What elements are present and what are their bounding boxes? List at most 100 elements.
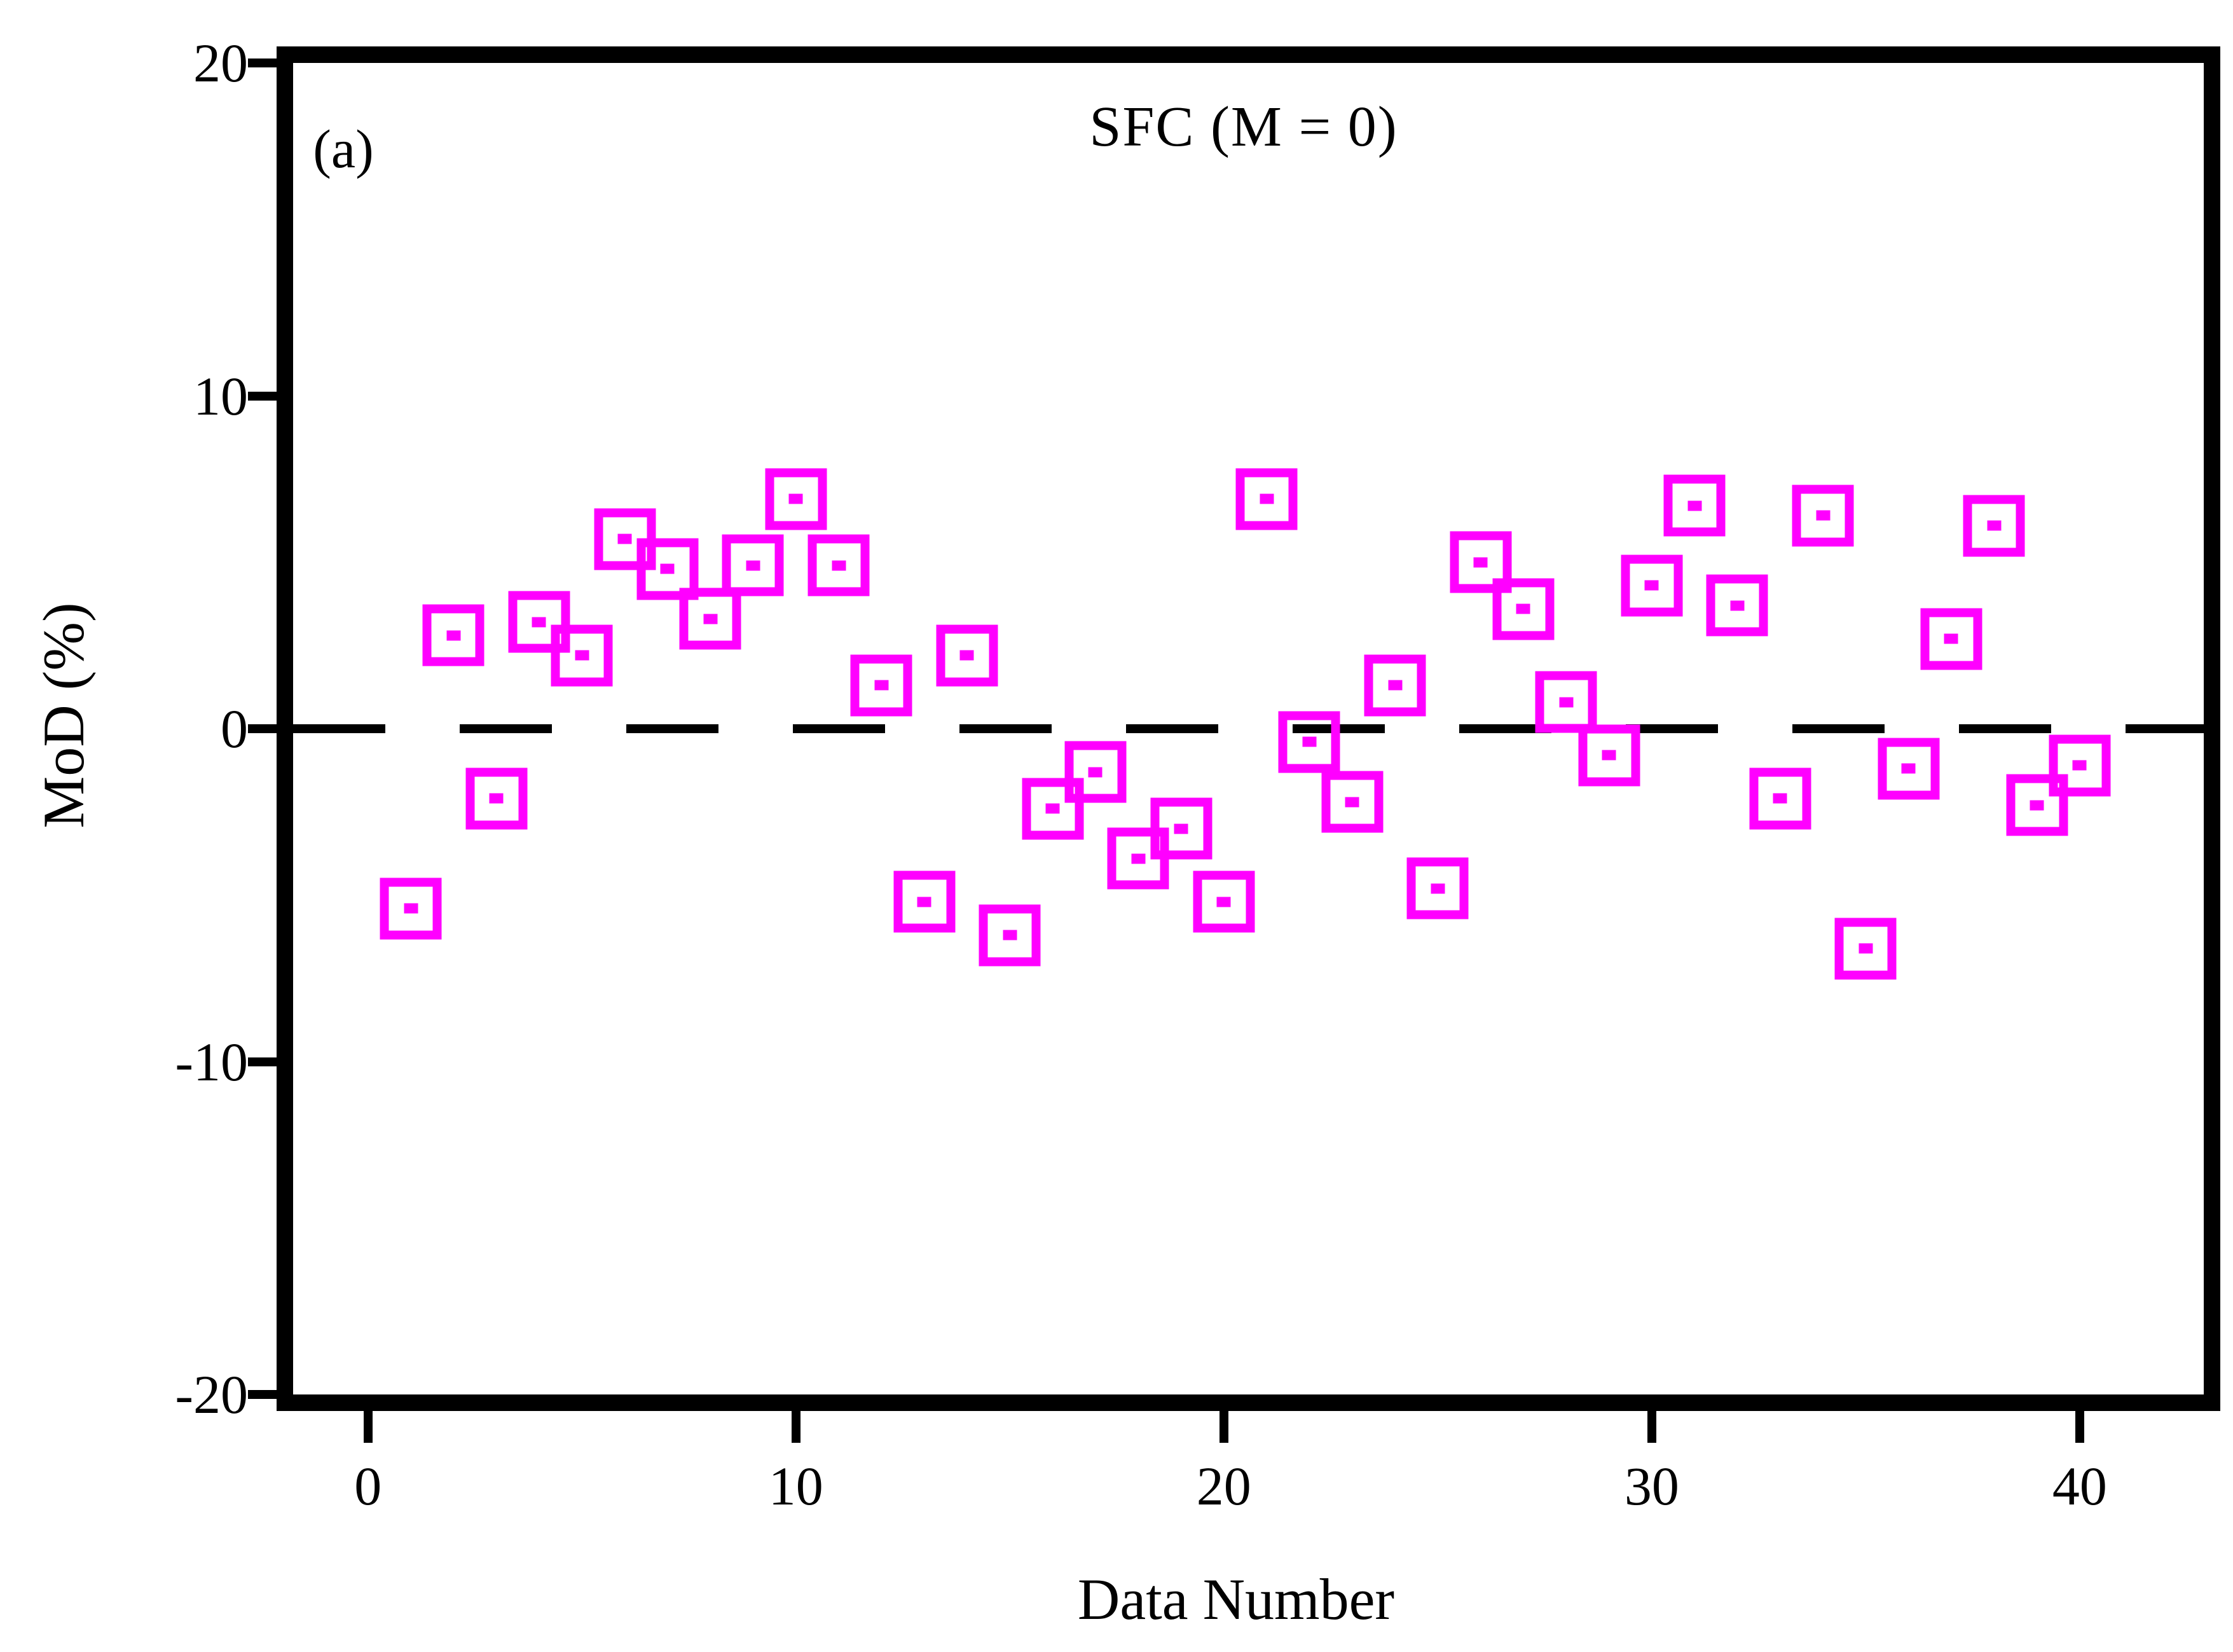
data-point-center-dot xyxy=(1174,823,1188,834)
data-point xyxy=(380,878,442,940)
panel-label: (a) xyxy=(313,118,374,179)
data-point-center-dot xyxy=(1216,897,1231,907)
data-point-center-dot xyxy=(1816,510,1831,521)
y-tick xyxy=(248,724,277,733)
data-point-center-dot xyxy=(1559,697,1574,708)
data-point-center-dot xyxy=(1388,680,1402,691)
data-point xyxy=(1878,738,1940,800)
data-point-center-dot xyxy=(404,903,418,914)
data-point xyxy=(850,654,912,717)
chart-title: SFC (M = 0) xyxy=(1089,95,1398,158)
data-point xyxy=(1150,797,1212,860)
x-axis-title: Data Number xyxy=(1077,1567,1395,1632)
y-tick xyxy=(248,59,277,67)
data-point xyxy=(1706,574,1768,637)
y-tick-label: 0 xyxy=(221,698,248,759)
x-tick-label: 0 xyxy=(354,1456,382,1517)
data-point xyxy=(1364,654,1426,717)
data-point-center-dot xyxy=(1602,750,1616,761)
data-point xyxy=(1064,741,1127,803)
data-point-center-dot xyxy=(1901,763,1916,774)
data-point xyxy=(1406,857,1469,919)
data-point-center-dot xyxy=(489,793,504,804)
data-point xyxy=(679,588,741,650)
data-point xyxy=(765,468,827,530)
y-tick xyxy=(248,1057,277,1066)
data-point xyxy=(1235,468,1298,530)
data-point xyxy=(1920,608,1982,670)
data-point xyxy=(2049,734,2111,797)
data-point xyxy=(1450,531,1512,593)
data-point-center-dot xyxy=(1260,493,1274,504)
data-point-center-dot xyxy=(575,650,589,661)
data-point-center-dot xyxy=(703,614,718,624)
data-point-center-dot xyxy=(1302,736,1317,747)
data-point xyxy=(807,534,870,596)
data-point-center-dot xyxy=(959,650,974,661)
x-tick-label: 10 xyxy=(768,1456,823,1517)
data-point-center-dot xyxy=(1473,557,1488,568)
data-point xyxy=(936,624,998,687)
data-point xyxy=(1621,554,1683,617)
data-point xyxy=(1792,485,1854,547)
data-point xyxy=(1749,767,1811,830)
data-point xyxy=(465,767,528,830)
data-point-center-dot xyxy=(1773,793,1787,804)
data-point-center-dot xyxy=(1687,500,1702,511)
data-point-center-dot xyxy=(1431,883,1445,894)
x-tick xyxy=(2075,1411,2084,1443)
x-tick xyxy=(363,1411,373,1443)
data-point xyxy=(979,904,1041,967)
x-tick xyxy=(1647,1411,1656,1443)
data-point xyxy=(1834,918,1897,979)
data-point-center-dot xyxy=(1644,580,1659,591)
data-point-center-dot xyxy=(788,493,803,504)
data-point xyxy=(422,604,484,666)
data-point-center-dot xyxy=(917,897,931,907)
data-point xyxy=(1193,871,1255,933)
data-point xyxy=(551,624,613,687)
data-point-center-dot xyxy=(2030,800,2044,811)
x-tick-label: 40 xyxy=(2052,1456,2107,1517)
data-point-center-dot xyxy=(746,560,760,571)
data-point xyxy=(1278,711,1340,773)
data-point-center-dot xyxy=(660,563,675,574)
x-tick-label: 30 xyxy=(1624,1456,1679,1517)
data-point-center-dot xyxy=(1045,803,1060,814)
x-tick-label: 20 xyxy=(1196,1456,1251,1517)
data-point-center-dot xyxy=(874,680,889,691)
data-point xyxy=(893,871,956,933)
data-point xyxy=(1663,474,1726,537)
y-tick xyxy=(248,391,277,401)
data-point-center-dot xyxy=(832,560,846,571)
data-point-center-dot xyxy=(1987,520,2002,531)
y-tick-label: -20 xyxy=(175,1364,248,1425)
plot-frame xyxy=(277,46,2220,1411)
data-point xyxy=(508,591,570,653)
y-tick-label: -10 xyxy=(175,1031,248,1092)
data-point-center-dot xyxy=(1516,603,1530,614)
data-point-center-dot xyxy=(617,533,632,544)
data-point xyxy=(1578,724,1640,787)
data-point xyxy=(1535,671,1597,733)
data-point-center-dot xyxy=(1944,633,1958,644)
data-point-center-dot xyxy=(1131,853,1146,864)
data-point xyxy=(1321,771,1384,833)
data-point-center-dot xyxy=(2072,760,2087,771)
data-point-center-dot xyxy=(1003,930,1017,940)
x-tick xyxy=(791,1411,800,1443)
data-point-center-dot xyxy=(1730,600,1745,611)
data-point-center-dot xyxy=(1859,943,1873,954)
y-tick-label: 10 xyxy=(193,365,248,427)
zero-dashed-line xyxy=(293,724,2204,733)
data-point-center-dot xyxy=(1345,797,1359,808)
x-tick xyxy=(1219,1411,1228,1443)
data-point-center-dot xyxy=(446,630,461,641)
y-tick-label: 20 xyxy=(193,32,248,93)
data-point xyxy=(1963,495,2025,557)
data-point xyxy=(1492,578,1555,640)
data-point-center-dot xyxy=(1088,767,1103,778)
data-point xyxy=(722,534,784,596)
data-point-center-dot xyxy=(532,617,546,628)
